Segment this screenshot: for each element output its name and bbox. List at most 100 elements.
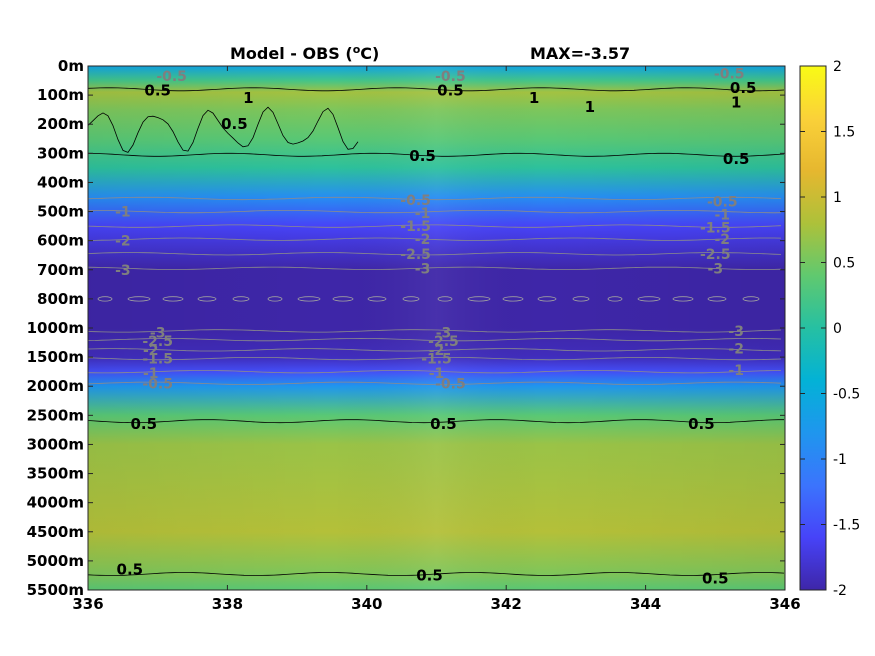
- contour-line-gray: [88, 348, 782, 352]
- contour-loop: [437, 296, 453, 302]
- contour-label-gray: -1.5: [421, 352, 452, 368]
- contour-loop: [267, 296, 283, 302]
- contour-line-gray: [88, 237, 782, 241]
- contour-label-gray: -1.5: [400, 219, 431, 235]
- y-tick-label: 600m: [37, 232, 84, 250]
- contour-label-black: 0.5: [144, 82, 171, 100]
- contour-label-gray: -0.5: [156, 69, 187, 85]
- contour-label-gray: -2: [143, 343, 159, 359]
- contour-label-gray: -2: [115, 234, 131, 250]
- x-tick-label: 342: [491, 595, 522, 613]
- contour-label-gray: -1: [143, 366, 159, 382]
- contour-label-gray: -0.5: [435, 376, 466, 392]
- contour-loop: [607, 296, 623, 302]
- x-tick-label: 344: [630, 595, 661, 613]
- contour-loop: [502, 296, 524, 302]
- contour-label-black: 1: [731, 93, 741, 111]
- contour-label-gray: -2.5: [700, 247, 731, 263]
- y-axis: 0m 100m 200m 300m 400m 500m 600m 700m 800m 1000m 1…: [27, 57, 785, 599]
- contour-label-gray: -2: [728, 341, 744, 357]
- y-tick-label: 4500m: [27, 523, 84, 541]
- contour-label-gray: -2.5: [428, 334, 459, 350]
- contour-label-black: 0.5: [730, 79, 757, 97]
- contour-loop: [402, 296, 420, 302]
- contour-label-gray: -1: [728, 363, 744, 379]
- colorbar: 2 1.5 1 0.5 0 -0.5 -1 -1.5 -2: [799, 59, 860, 599]
- contour-label-gray: -0.5: [142, 376, 173, 392]
- y-tick-label: 1500m: [27, 348, 84, 366]
- contour-label-black: 0.5: [702, 569, 729, 587]
- contour-label-black: 1: [243, 89, 253, 107]
- contour-label-black: 0.5: [117, 561, 144, 579]
- colorbar-tick-label: 1: [833, 190, 842, 206]
- contour-line-black: [88, 87, 785, 92]
- contour-label-black: 0.5: [416, 566, 443, 584]
- x-tick-label: 346: [769, 595, 800, 613]
- y-tick-label: 3000m: [27, 435, 84, 453]
- contour-label-gray: -1: [115, 205, 131, 221]
- contour-loop: [297, 296, 321, 302]
- contour-line-gray: [88, 329, 782, 333]
- colorbar-tick-label: 2: [833, 59, 842, 75]
- contour-line-gray: [88, 224, 782, 228]
- x-tick-label: 336: [72, 595, 103, 613]
- y-tick-label: 800m: [37, 290, 84, 308]
- contour-label-gray: -1: [415, 206, 431, 222]
- colorbar-tick-label: -1.5: [833, 518, 860, 534]
- plot-area: 0.5 10.50.5 1 10.510.5 0.50.5 0.5 0.50.5 0.5 0.5…: [88, 66, 785, 590]
- y-tick-label: 400m: [37, 173, 84, 191]
- y-tick-label: 300m: [37, 144, 84, 162]
- contour-loop: [742, 296, 760, 302]
- contour-label-gray: -2: [415, 232, 431, 248]
- contour-label-gray: -2: [429, 343, 445, 359]
- colorbar-tick-label: -1: [833, 452, 847, 468]
- contour-label-gray: -1.5: [142, 352, 173, 368]
- x-tick-label: 340: [351, 595, 382, 613]
- contour-label-gray: -3: [115, 263, 131, 279]
- contour-lines: [88, 87, 785, 576]
- y-tick-label: 5500m: [27, 581, 84, 599]
- contour-line-black: [88, 106, 359, 153]
- contour-loop: [572, 296, 590, 302]
- contour-line-black: [88, 419, 784, 424]
- contour-label-gray: -0.5: [714, 66, 745, 82]
- y-tick-label: 1000m: [27, 319, 84, 337]
- contour-label-gray: -0.5: [400, 193, 431, 209]
- y-tick-label: 4000m: [27, 494, 84, 512]
- contour-loop: [332, 296, 354, 302]
- contour-line-gray: [88, 266, 782, 270]
- contour-label-black: 0.5: [130, 415, 157, 433]
- contour-line-gray: [88, 196, 782, 201]
- y-tick-label: 5000m: [27, 552, 84, 570]
- contour-loop: [97, 296, 113, 302]
- contour-label-gray: -0.5: [435, 69, 466, 85]
- contour-label-gray: -2: [714, 232, 730, 248]
- contour-labels: 0.5 10.50.5 1 10.510.5 0.50.5 0.5 0.50.5 0.5 0.5…: [115, 66, 756, 587]
- contour-line-black: [88, 572, 785, 576]
- y-tick-label: 100m: [37, 86, 84, 104]
- contour-label-gray: -3: [728, 324, 744, 340]
- y-tick-label: 3500m: [27, 465, 84, 483]
- contour-label-black: 0.5: [437, 82, 464, 100]
- contour-line-gray: [88, 357, 782, 361]
- colorbar-tick-label: -0.5: [833, 387, 860, 403]
- x-axis: 336 338 340 342 344 346: [72, 66, 801, 613]
- colorbar-tick-label: 1.5: [833, 125, 855, 141]
- y-tick-label: 700m: [37, 261, 84, 279]
- y-tick-label: 500m: [37, 203, 84, 221]
- contour-loop: [537, 296, 557, 302]
- colorbar-tick-label: -2: [833, 583, 847, 599]
- contour-loop: [637, 296, 661, 302]
- contour-label-gray: -3: [415, 261, 431, 277]
- contour-label-black: 0.5: [723, 150, 750, 168]
- contour-label-black: 0.5: [221, 115, 248, 133]
- contour-label-black: 1: [529, 89, 539, 107]
- contour-loop: [672, 296, 694, 302]
- contour-line-gray: [88, 337, 782, 342]
- contour-label-black: 0.5: [688, 415, 715, 433]
- colorbar-ticks: 2 1.5 1 0.5 0 -0.5 -1 -1.5 -2: [800, 59, 860, 599]
- contour-loop: [707, 296, 727, 302]
- contour-line-black: [88, 152, 785, 157]
- contour-label-gray: -1: [714, 207, 730, 223]
